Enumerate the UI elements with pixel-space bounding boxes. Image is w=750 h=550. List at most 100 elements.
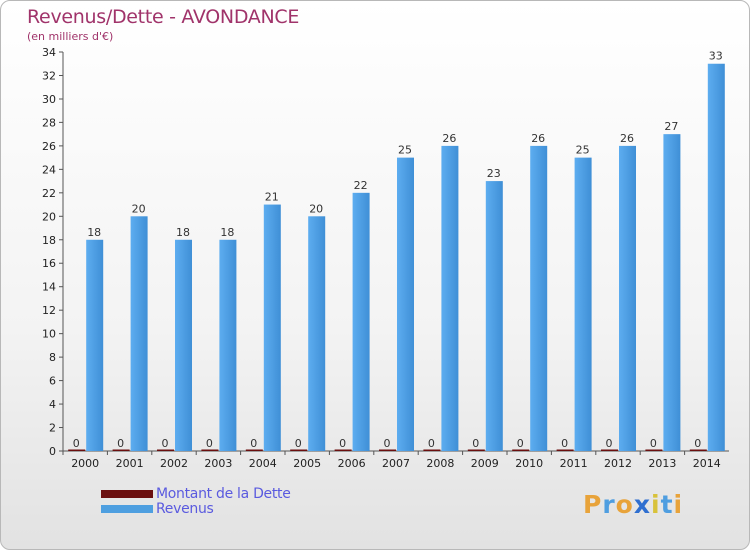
data-label-revenus: 26 — [442, 132, 456, 145]
x-tick-label: 2009 — [471, 457, 499, 470]
bar-revenus — [352, 192, 370, 451]
logo-letter: i — [673, 490, 684, 519]
y-tick-label: 24 — [42, 163, 56, 176]
data-label-revenus: 22 — [354, 179, 368, 192]
logo-letter: t — [660, 490, 674, 519]
y-tick-label: 26 — [42, 140, 56, 153]
y-tick-label: 20 — [42, 210, 56, 223]
y-tick-label: 30 — [42, 93, 56, 106]
bar-dette — [423, 449, 441, 451]
bar-revenus — [130, 216, 148, 451]
data-label-revenus: 27 — [664, 120, 678, 133]
bar-dette — [112, 449, 130, 451]
y-tick-label: 6 — [49, 375, 56, 388]
x-tick-label: 2007 — [382, 457, 410, 470]
bar-revenus — [86, 239, 104, 451]
bar-dette — [68, 449, 86, 451]
y-tick-label: 2 — [49, 422, 56, 435]
logo-letter: r — [602, 490, 616, 519]
y-tick-label: 14 — [42, 281, 56, 294]
x-tick-label: 2000 — [71, 457, 99, 470]
bar-revenus — [663, 134, 681, 451]
y-tick-label: 4 — [49, 398, 56, 411]
chart-subtitle: (en milliers d'€) — [27, 30, 114, 43]
y-tick-label: 12 — [42, 304, 56, 317]
data-label-revenus: 21 — [265, 191, 279, 204]
legend-label-dette: Montant de la Dette — [156, 486, 291, 502]
data-label-dette: 0 — [295, 437, 302, 450]
bar-revenus — [485, 181, 503, 451]
data-label-revenus: 23 — [487, 167, 501, 180]
x-tick-label: 2004 — [249, 457, 277, 470]
data-label-revenus: 25 — [398, 144, 412, 157]
bar-revenus — [619, 145, 636, 451]
data-label-dette: 0 — [606, 437, 613, 450]
data-label-dette: 0 — [117, 437, 124, 450]
y-tick-label: 8 — [49, 351, 56, 364]
y-tick-label: 34 — [42, 46, 56, 59]
bar-dette — [245, 449, 263, 451]
bar-dette — [645, 449, 663, 451]
bar-revenus — [441, 145, 459, 451]
x-tick-label: 2010 — [515, 457, 543, 470]
bar-dette — [601, 449, 618, 451]
bar-dette — [201, 449, 219, 451]
data-label-dette: 0 — [694, 437, 701, 450]
data-label-dette: 0 — [73, 437, 80, 450]
legend-swatch-revenus — [101, 505, 153, 513]
data-label-revenus: 18 — [176, 226, 190, 239]
data-label-dette: 0 — [162, 437, 169, 450]
data-label-revenus: 33 — [709, 50, 723, 63]
x-tick-label: 2014 — [693, 457, 721, 470]
y-tick-label: 28 — [42, 116, 56, 129]
proxiti-logo: Proxiti — [583, 490, 683, 519]
chart-title: Revenus/Dette - AVONDANCE — [27, 6, 300, 28]
bar-dette — [689, 449, 707, 451]
y-tick-label: 16 — [42, 257, 56, 270]
legend-label-revenus: Revenus — [156, 501, 214, 517]
bar-revenus — [530, 145, 548, 451]
x-tick-label: 2012 — [604, 457, 632, 470]
logo-letter: o — [615, 490, 634, 519]
data-label-revenus: 20 — [309, 202, 323, 215]
logo-letter: x — [633, 490, 651, 519]
y-tick-label: 32 — [42, 69, 56, 82]
data-label-revenus: 26 — [531, 132, 545, 145]
x-tick-label: 2005 — [293, 457, 321, 470]
bar-revenus — [219, 239, 237, 451]
bar-dette — [556, 449, 574, 451]
bar-revenus — [707, 63, 725, 452]
y-tick-label: 0 — [49, 445, 56, 458]
data-label-dette: 0 — [428, 437, 435, 450]
legend-swatch-dette — [101, 490, 153, 498]
data-label-dette: 0 — [206, 437, 213, 450]
x-tick-label: 2013 — [648, 457, 676, 470]
bar-dette — [467, 449, 485, 451]
bar-dette — [512, 449, 530, 451]
x-tick-label: 2002 — [160, 457, 188, 470]
logo-letter: P — [583, 490, 603, 519]
data-label-dette: 0 — [339, 437, 346, 450]
data-label-revenus: 26 — [620, 132, 634, 145]
bar-dette — [157, 449, 174, 451]
data-label-revenus: 20 — [132, 202, 146, 215]
bar-revenus — [308, 216, 326, 451]
bar-dette — [334, 449, 352, 451]
data-label-revenus: 25 — [576, 144, 590, 157]
bar-revenus — [263, 204, 281, 451]
bar-revenus — [175, 239, 192, 451]
x-tick-label: 2001 — [116, 457, 144, 470]
y-tick-label: 22 — [42, 187, 56, 200]
bar-revenus — [397, 157, 414, 451]
x-tick-label: 2006 — [338, 457, 366, 470]
y-tick-label: 10 — [42, 328, 56, 341]
data-label-dette: 0 — [384, 437, 391, 450]
data-label-dette: 0 — [472, 437, 479, 450]
data-label-dette: 0 — [250, 437, 257, 450]
y-tick-label: 18 — [42, 234, 56, 247]
bar-dette — [379, 449, 396, 451]
data-label-dette: 0 — [561, 437, 568, 450]
data-label-revenus: 18 — [87, 226, 101, 239]
data-label-dette: 0 — [517, 437, 524, 450]
